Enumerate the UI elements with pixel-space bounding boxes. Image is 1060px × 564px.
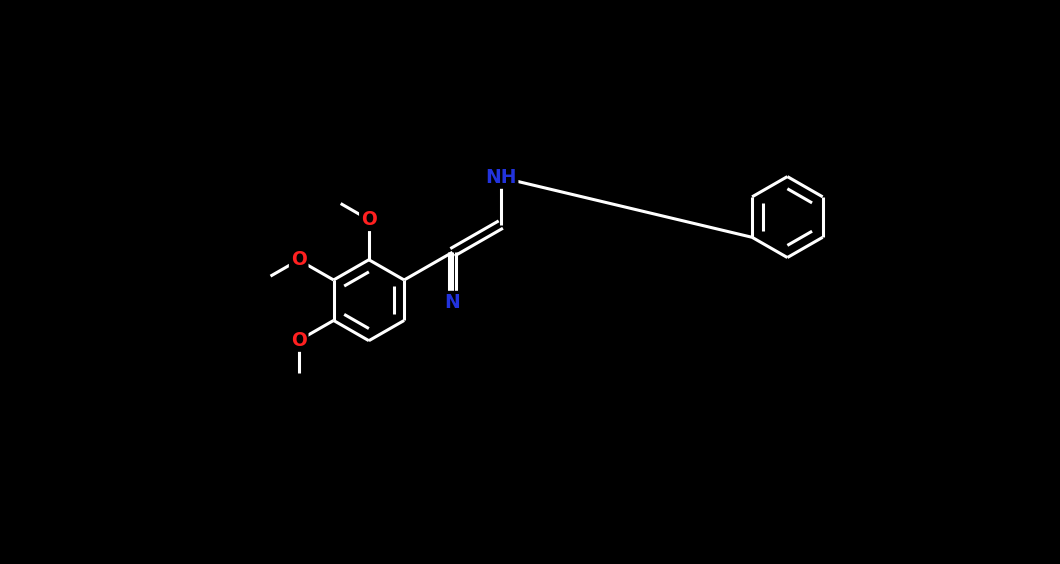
Text: N: N [444, 293, 460, 312]
Text: NH: NH [485, 168, 516, 187]
Text: O: O [361, 210, 376, 229]
Text: O: O [290, 331, 306, 350]
Text: O: O [290, 250, 306, 270]
